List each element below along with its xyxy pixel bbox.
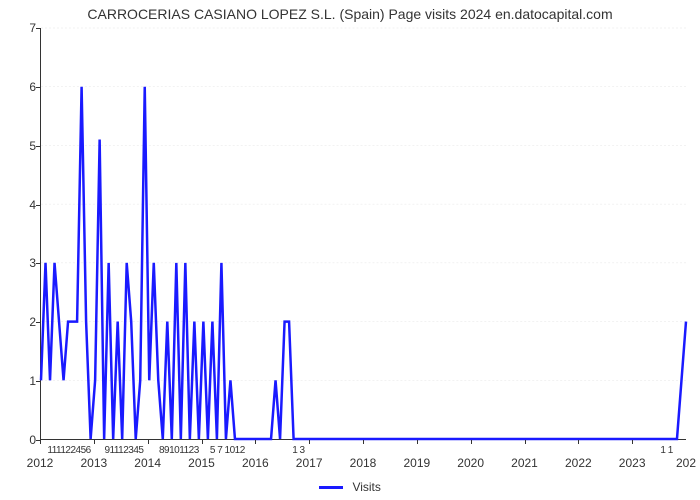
- y-tick-label: 7: [24, 21, 36, 35]
- x-year-label: 2015: [188, 456, 215, 470]
- y-tick-mark: [36, 28, 40, 29]
- y-tick-label: 6: [24, 80, 36, 94]
- x-year-label: 2017: [296, 456, 323, 470]
- x-sub-label: 111122456: [47, 445, 90, 456]
- chart-title: CARROCERIAS CASIANO LOPEZ S.L. (Spain) P…: [0, 6, 700, 22]
- x-sub-label: 5 7 1012: [210, 445, 245, 456]
- x-sub-label: 1 1: [660, 445, 672, 456]
- x-year-label: 2021: [511, 456, 538, 470]
- x-tick-mark: [471, 440, 472, 444]
- x-year-label: 2013: [80, 456, 107, 470]
- x-year-label: 2012: [27, 456, 54, 470]
- plot-area: [40, 28, 686, 440]
- line-chart-svg: [41, 28, 686, 439]
- legend-label: Visits: [352, 480, 380, 494]
- x-year-label: 2018: [350, 456, 377, 470]
- legend-swatch: [319, 486, 343, 489]
- x-sub-label: 89101123: [159, 445, 199, 456]
- y-tick-label: 1: [24, 374, 36, 388]
- x-year-label: 2023: [619, 456, 646, 470]
- x-tick-mark: [578, 440, 579, 444]
- y-tick-label: 4: [24, 198, 36, 212]
- x-tick-mark: [148, 440, 149, 444]
- y-tick-mark: [36, 87, 40, 88]
- y-tick-label: 2: [24, 315, 36, 329]
- y-tick-mark: [36, 205, 40, 206]
- x-sub-label: 91112345: [104, 445, 143, 456]
- x-year-label: 2014: [134, 456, 161, 470]
- x-tick-mark: [202, 440, 203, 444]
- x-tick-mark: [417, 440, 418, 444]
- x-tick-mark: [525, 440, 526, 444]
- y-tick-mark: [36, 381, 40, 382]
- x-year-label: 2016: [242, 456, 269, 470]
- x-year-label: 2022: [565, 456, 592, 470]
- x-tick-mark: [309, 440, 310, 444]
- y-tick-mark: [36, 322, 40, 323]
- x-sub-label: 1 3: [292, 445, 304, 456]
- legend: Visits: [0, 480, 700, 494]
- x-year-label: 202: [676, 456, 696, 470]
- chart-container: CARROCERIAS CASIANO LOPEZ S.L. (Spain) P…: [0, 0, 700, 500]
- y-tick-label: 5: [24, 139, 36, 153]
- y-tick-mark: [36, 263, 40, 264]
- x-tick-mark: [255, 440, 256, 444]
- y-tick-label: 0: [24, 433, 36, 447]
- x-tick-mark: [40, 440, 41, 444]
- y-tick-mark: [36, 146, 40, 147]
- x-tick-mark: [632, 440, 633, 444]
- x-year-label: 2020: [457, 456, 484, 470]
- x-year-label: 2019: [403, 456, 430, 470]
- x-tick-mark: [94, 440, 95, 444]
- x-tick-mark: [363, 440, 364, 444]
- y-tick-label: 3: [24, 256, 36, 270]
